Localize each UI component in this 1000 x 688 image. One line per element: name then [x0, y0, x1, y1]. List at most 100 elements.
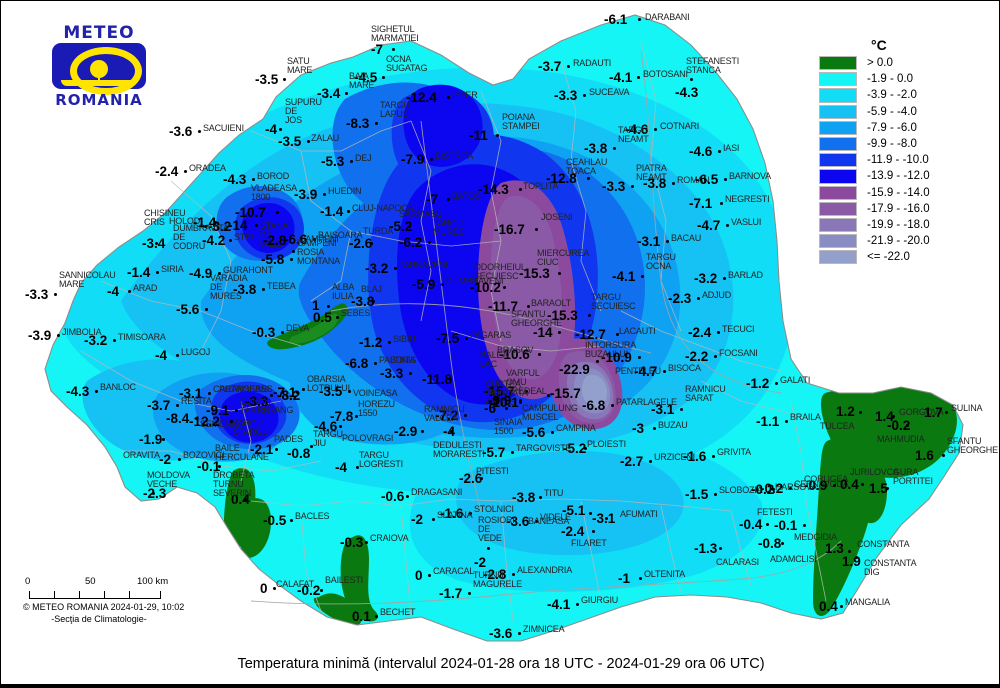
station-value: -15.3	[547, 308, 578, 323]
station-name: DEVA	[286, 323, 310, 333]
station-dot	[718, 546, 722, 550]
station-dot	[251, 177, 255, 181]
station-value: -2.3	[668, 291, 692, 306]
logo-text-romania: ROMANIA	[55, 91, 143, 109]
station-dot	[566, 64, 570, 68]
legend-label: -13.9 - -12.0	[867, 170, 930, 183]
station-dot	[94, 389, 98, 393]
station-value: -4.6	[625, 122, 649, 137]
station-dot	[387, 340, 391, 344]
station-dot	[495, 133, 499, 137]
station-dot	[243, 497, 247, 501]
station-value: -3.1	[592, 511, 616, 526]
station-name: VOINEASA	[353, 388, 398, 398]
station-dot	[234, 408, 238, 412]
station-name: NEGRESTI	[725, 194, 770, 204]
station-name: OCNA SUGATAG	[386, 54, 428, 73]
station-dot	[944, 410, 948, 414]
station-value: -1.3	[694, 541, 718, 556]
station-value: 0	[415, 568, 423, 583]
station-dot	[518, 400, 522, 404]
station-name: BACLES	[295, 511, 330, 521]
station-dot	[347, 389, 351, 393]
station-value: -1.4	[320, 204, 344, 219]
station-value: -12.8	[546, 171, 577, 186]
station-name: HARSOVA	[775, 482, 817, 492]
station-value: 0.4	[840, 477, 859, 492]
station-dot	[319, 588, 323, 592]
station-name: MOLDOVA VECHE	[147, 470, 190, 489]
station-dot	[326, 304, 330, 308]
station-value: -3.2	[365, 261, 389, 276]
legend-row: <= -22.0	[819, 249, 930, 265]
station-name: CAMPULUNG MUSCEL	[522, 403, 578, 422]
station-name: RAMNICU VALCEA	[424, 404, 465, 423]
station-value: -2.1	[250, 442, 274, 457]
station-value: -3.1	[637, 234, 661, 249]
station-name: ODORHEIUL SECUIESC	[474, 262, 526, 281]
station-value: -16.7	[494, 222, 525, 237]
station-dot	[463, 413, 467, 417]
station-value: 0.4	[819, 599, 838, 614]
station-dot	[295, 390, 299, 394]
station-dot	[289, 257, 293, 261]
station-dot	[518, 187, 522, 191]
station-name: PLOIESTI	[587, 439, 626, 449]
station-value: -12.2	[189, 414, 220, 429]
station-name: PENTELEU	[615, 366, 661, 376]
station-value: -4.5	[354, 70, 378, 85]
station-name: GORGOVA	[899, 407, 944, 417]
station-dot	[373, 361, 377, 365]
station-value: 1.5	[869, 481, 888, 496]
legend-unit-label: °C	[871, 37, 887, 53]
station-dot	[637, 355, 641, 359]
station-name: CARANSEBES	[213, 384, 273, 394]
station-dot	[344, 91, 348, 95]
legend-row: -13.9 - -12.0	[819, 168, 930, 184]
legend-label: > 0.0	[867, 57, 893, 70]
station-name: TARGU SECUIESC	[591, 292, 636, 311]
station-value: -22.9	[559, 362, 590, 377]
station-name: SUCEAVA	[589, 87, 630, 97]
station-value: -3.8	[643, 176, 667, 191]
station-value: -6.8	[582, 398, 606, 413]
station-name: ORAVITA	[123, 450, 160, 460]
station-dot	[374, 121, 378, 125]
station-dot	[204, 307, 208, 311]
station-name: ROMAN	[677, 175, 710, 185]
station-name: JIMBOLIA	[62, 327, 102, 337]
station-name: SARMASU	[399, 209, 443, 219]
station-value: -3.5	[319, 384, 343, 399]
station-dot	[177, 457, 181, 461]
station-value: 0.1	[352, 609, 371, 624]
station-name: BARNOVA	[729, 171, 771, 181]
station-name: TARGU LOGRESTI	[359, 450, 403, 469]
station-dot	[371, 299, 375, 303]
station-dot	[771, 487, 775, 491]
station-value: -0.5	[263, 513, 287, 528]
station-dot	[696, 296, 700, 300]
station-value: -2	[159, 452, 172, 467]
station-dot	[322, 192, 326, 196]
station-name: SEMENIC	[200, 419, 240, 429]
station-dot	[534, 519, 538, 523]
station-dot	[534, 227, 538, 231]
station-name: STANA DE VALE	[260, 221, 289, 249]
station-dot	[446, 95, 450, 99]
station-name: BLAJ	[361, 284, 382, 294]
station-value: -2.4	[561, 524, 585, 539]
station-value: -6.8	[345, 356, 369, 371]
logo-base	[61, 80, 137, 86]
station-value: -2.6	[459, 471, 483, 486]
station-dot	[587, 313, 591, 317]
station-value: -7.1	[689, 196, 713, 211]
station-value: -1.5	[685, 487, 709, 502]
station-value: -2.9	[394, 424, 418, 439]
station-value: -0.8	[287, 446, 311, 461]
station-dot	[719, 201, 723, 205]
station-value: -1.4	[193, 215, 217, 230]
station-dot	[550, 430, 554, 434]
station-dot	[355, 465, 359, 469]
station-dot	[407, 224, 411, 228]
